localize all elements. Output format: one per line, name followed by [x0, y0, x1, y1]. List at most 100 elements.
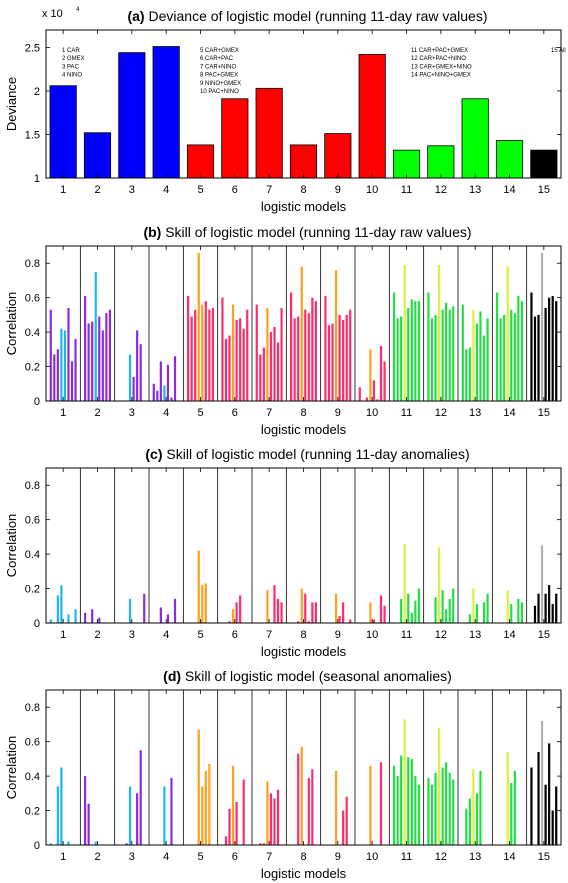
bar-model-12	[430, 318, 434, 401]
y-tick-label: 0.4	[25, 327, 40, 339]
bar-model-8	[307, 777, 310, 845]
bar-model-14	[506, 752, 509, 845]
bar-model-6	[221, 297, 224, 401]
bar-model-2	[83, 132, 112, 179]
bar-model-14	[517, 598, 520, 623]
x-tick-label: 10	[366, 184, 378, 196]
legend-entry: 5 CAR+GMEX	[200, 48, 239, 54]
x-tick-label: 7	[266, 184, 272, 196]
bar-model-1	[53, 354, 56, 401]
bar-model-8	[300, 588, 303, 623]
panel-title-text: Skill of logistic model (running 11-day …	[165, 224, 471, 240]
bar-model-6	[221, 98, 249, 179]
bar-model-15	[533, 605, 537, 623]
bar-model-11	[417, 784, 420, 845]
bar-model-15	[555, 786, 558, 845]
bar-model-9	[342, 320, 345, 401]
bar-model-15	[540, 545, 544, 623]
bar-model-5	[208, 764, 211, 845]
bar-model-9	[338, 616, 341, 623]
bar-model-6	[231, 304, 235, 401]
bar-model-2	[87, 803, 90, 845]
x-tick-label: 3	[129, 184, 135, 196]
bar-model-13	[486, 318, 489, 401]
bar-model-12	[427, 145, 455, 179]
bar-model-7	[276, 598, 280, 623]
bar-model-3	[125, 843, 128, 845]
y-axis-label: Correlation	[4, 514, 19, 578]
x-tick-label: 12	[435, 629, 447, 641]
bar-model-8	[290, 292, 293, 401]
bar-model-2	[84, 612, 87, 623]
chart-title: (b) Skill of logistic model (running 11-…	[143, 224, 471, 240]
bar-model-3	[139, 344, 142, 401]
bar-model-10	[376, 399, 379, 401]
bar-model-10	[365, 397, 368, 401]
x-tick-label: 6	[232, 629, 238, 641]
bar-model-2	[105, 313, 108, 401]
x-tick-label: 14	[503, 184, 515, 196]
bar-model-8	[311, 769, 314, 845]
bar-model-5	[194, 309, 197, 401]
bar-model-8	[300, 746, 303, 845]
bar-model-6	[239, 318, 242, 401]
bar-model-15	[548, 297, 551, 401]
x-tick-label: 15	[538, 851, 550, 863]
x-tick-label: 6	[232, 184, 238, 196]
bar-model-12	[441, 309, 444, 401]
bar-model-15	[530, 292, 533, 401]
bar-model-15	[540, 721, 544, 845]
bar-model-2	[98, 316, 101, 401]
bar-model-9	[324, 295, 327, 401]
bar-model-15	[544, 308, 547, 401]
bar-model-3	[132, 376, 135, 401]
bar-model-8	[307, 313, 310, 401]
x-tick-label: 15	[538, 407, 550, 419]
bar-model-9	[345, 314, 348, 401]
bar-model-7	[280, 602, 283, 623]
bar-model-10	[358, 53, 386, 179]
bar-model-6	[235, 801, 238, 845]
legend-entry: 1 CAR	[62, 48, 80, 54]
legend-entry: 14 PAC+NINO+GMEX	[411, 73, 471, 79]
axes-frame	[45, 689, 562, 846]
bar-model-8	[289, 144, 318, 179]
x-tick-label: 15	[538, 184, 550, 196]
bar-model-15	[548, 743, 551, 845]
bar-model-10	[379, 762, 383, 845]
legend-entry: 10 PAC+NINO	[200, 89, 239, 95]
bar-model-11	[410, 299, 413, 401]
bar-model-5	[204, 770, 207, 845]
legend-entry: 8 PAC+GMEX	[200, 73, 238, 79]
x-tick-label: 8	[300, 851, 306, 863]
bar-model-10	[369, 349, 372, 401]
bar-model-10	[383, 361, 386, 401]
bar-model-3	[128, 786, 132, 845]
bar-model-14	[513, 313, 516, 401]
bar-model-5	[204, 301, 207, 401]
y-tick-label: 0.8	[25, 702, 40, 714]
bar-model-15	[540, 252, 544, 401]
bar-model-14	[520, 602, 523, 623]
bar-model-12	[445, 302, 448, 401]
y-tick-label: 0.6	[25, 515, 40, 527]
x-tick-label: 13	[469, 629, 481, 641]
x-tick-label: 3	[129, 629, 135, 641]
bar-model-15	[537, 593, 540, 623]
bar-model-11	[414, 600, 417, 623]
x-tick-label: 11	[401, 184, 412, 196]
x-tick-label: 12	[435, 407, 447, 419]
x-tick-label: 4	[163, 629, 169, 641]
x-tick-label: 10	[366, 629, 378, 641]
chart-panel-2: (c) Skill of logistic model (running 11-…	[4, 446, 562, 659]
x-tick-label: 6	[232, 851, 238, 863]
x-tick-label: 11	[401, 851, 412, 863]
bar-model-8	[304, 593, 307, 623]
bar-model-7	[266, 590, 269, 623]
bar-model-2	[87, 323, 90, 401]
bar-model-14	[503, 314, 506, 401]
bar-model-1	[56, 349, 59, 401]
bar-model-2	[91, 321, 94, 401]
bar-model-15	[555, 593, 558, 623]
bar-model-12	[434, 314, 437, 401]
